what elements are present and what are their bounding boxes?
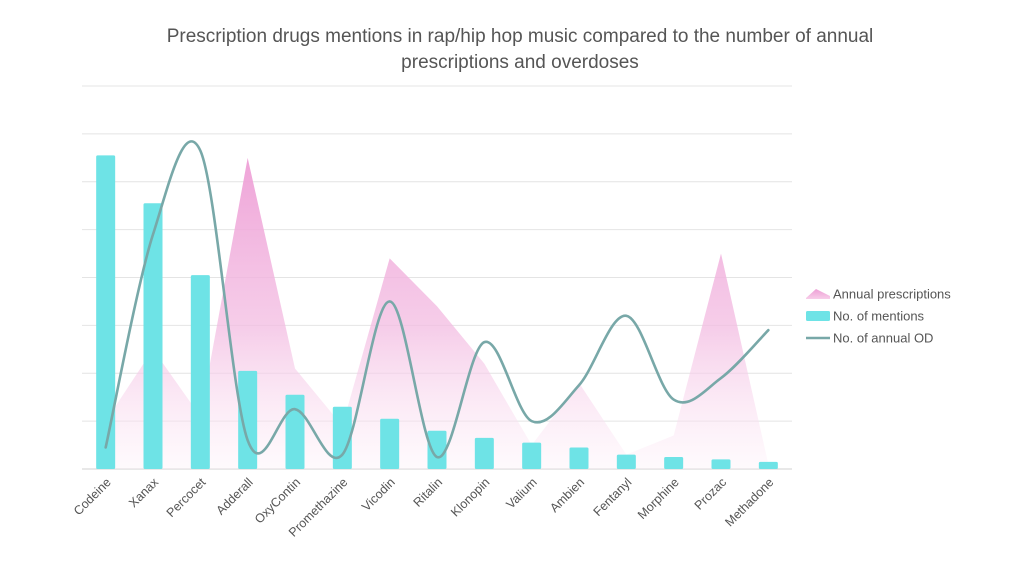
area-annual-prescriptions [105, 157, 769, 469]
bar-mentions-promethazine [332, 406, 352, 469]
x-tick-label: Percocet [164, 475, 209, 520]
line-annual-od [104, 140, 770, 459]
x-tick-label: Codeine [71, 475, 114, 518]
legend-label: Annual prescriptions [833, 287, 951, 302]
line-series-annual-od [104, 140, 770, 459]
bar-mentions-klonopin [474, 437, 494, 469]
legend-label: No. of annual OD [833, 331, 933, 346]
legend-swatch-bar [806, 311, 830, 321]
bar-mentions-valium [522, 442, 542, 469]
legend: Annual prescriptions No. of mentions No. o… [806, 287, 951, 346]
bar-series-mentions [96, 155, 778, 469]
bar-mentions-ritalin [427, 430, 447, 469]
bar-mentions-vicodin [380, 418, 400, 469]
bar-mentions-oxycontin [285, 394, 305, 469]
bar-mentions-prozac [711, 459, 731, 469]
bar-mentions-ambien [569, 447, 589, 469]
bar-mentions-codeine [96, 155, 116, 469]
bar-mentions-percocet [190, 275, 210, 469]
x-tick-label: Ritalin [411, 475, 445, 509]
legend-swatch-area [806, 289, 830, 299]
x-tick-label: OxyContin [252, 475, 303, 526]
x-tick-label: Morphine [635, 475, 682, 522]
x-tick-label: Xanax [126, 475, 161, 510]
x-tick-label: Klonopin [448, 475, 492, 519]
x-tick-label: Valium [504, 475, 540, 511]
legend-label: No. of mentions [833, 309, 925, 324]
x-tick-label: Methadone [722, 475, 776, 529]
bar-mentions-xanax [143, 203, 163, 469]
x-tick-label: Vicodin [359, 475, 398, 514]
area-series-annual-prescriptions [105, 157, 769, 469]
x-tick-label: Prozac [692, 475, 729, 512]
chart-title: Prescription drugs mentions in rap/hip h… [166, 26, 874, 73]
bar-mentions-adderall [238, 370, 258, 469]
x-tick-label: Ambien [547, 475, 587, 515]
bar-mentions-morphine [664, 457, 684, 469]
x-tick-label: Fentanyl [591, 475, 635, 519]
x-tick-label: Adderall [213, 475, 255, 517]
bar-mentions-fentanyl [616, 454, 636, 469]
bar-mentions-methadone [758, 461, 778, 469]
